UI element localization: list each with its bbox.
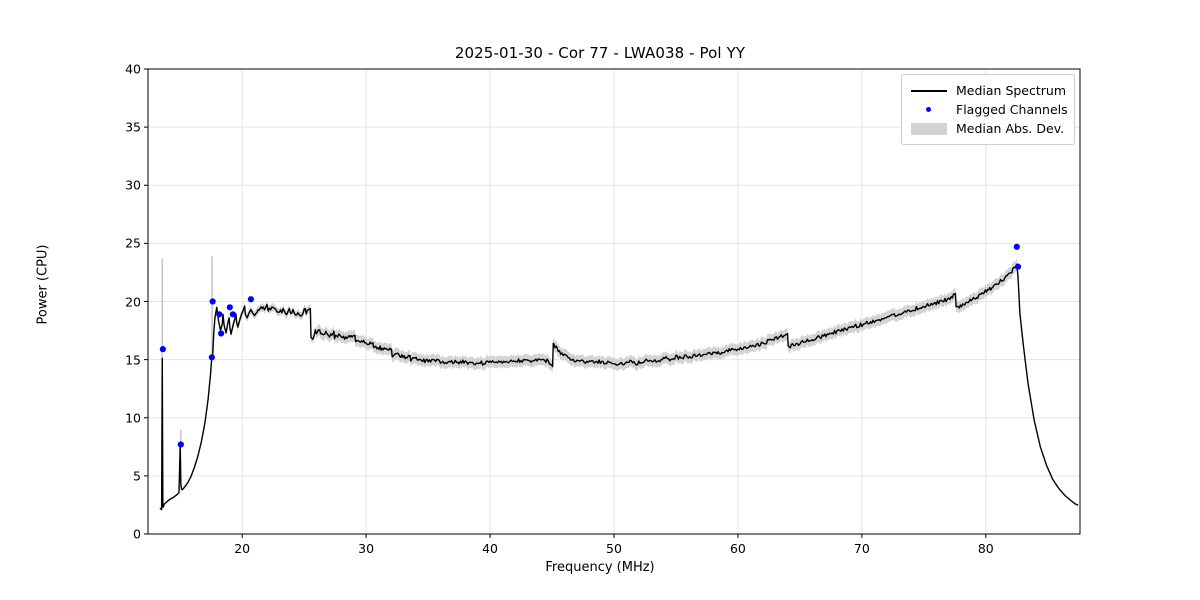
x-tick-label: 60 [729,541,746,556]
x-tick-label: 20 [234,541,251,556]
y-tick-label: 20 [125,294,141,309]
flagged-channel-marker [216,311,223,318]
legend-box: Median Spectrum Flagged Channels Median … [901,74,1075,145]
y-axis-label: Power (CPU) [35,244,51,325]
y-tick-label: 10 [125,410,141,426]
y-tick-label: 35 [125,119,141,135]
flagged-channel-marker [159,346,166,353]
flagged-channel-marker [1014,263,1022,270]
flagged-channel-marker [177,441,184,448]
flagged-channel-marker [209,298,216,305]
y-tick-label: 40 [125,61,141,77]
flagged-channel-marker [218,330,225,337]
x-tick-label: 50 [606,541,622,556]
x-axis-label: Frequency (MHz) [545,560,655,575]
x-tick-label: 40 [482,541,499,556]
flagged-channels-group [159,243,1022,448]
axes-frame [147,68,1081,535]
legend-label: Median Spectrum [956,83,1067,98]
legend-label: Flagged Channels [956,102,1068,117]
page-title: 2025-01-30 - Cor 77 - LWA038 - Pol YY [454,44,746,62]
flagged-channel-marker [208,354,215,361]
legend-item-flagged-channels: Flagged Channels [910,100,1068,119]
y-tick-label: 25 [125,235,141,251]
y-tick-label: 30 [125,177,141,193]
flagged-channel-marker [247,296,254,303]
legend-label: Median Abs. Dev. [956,121,1065,136]
flagged-channel-marker [1013,243,1020,250]
flagged-channel-marker [226,304,233,311]
median-spectrum-line [159,263,1079,511]
axis-ticks [144,68,987,538]
x-tick-label: 80 [977,541,994,556]
legend-line-swatch [910,84,948,98]
x-tick-label: 30 [358,541,375,556]
y-tick-label: 5 [133,468,141,484]
y-tick-label: 15 [125,352,141,368]
legend-item-median-spectrum: Median Spectrum [910,81,1066,100]
x-tick-label: 70 [853,541,870,556]
legend-patch-swatch [910,122,948,136]
legend-item-median-abs-dev: Median Abs. Dev. [910,119,1066,138]
legend-dot-swatch [910,103,948,117]
flagged-channel-marker [229,311,236,318]
y-tick-label: 0 [133,526,141,542]
